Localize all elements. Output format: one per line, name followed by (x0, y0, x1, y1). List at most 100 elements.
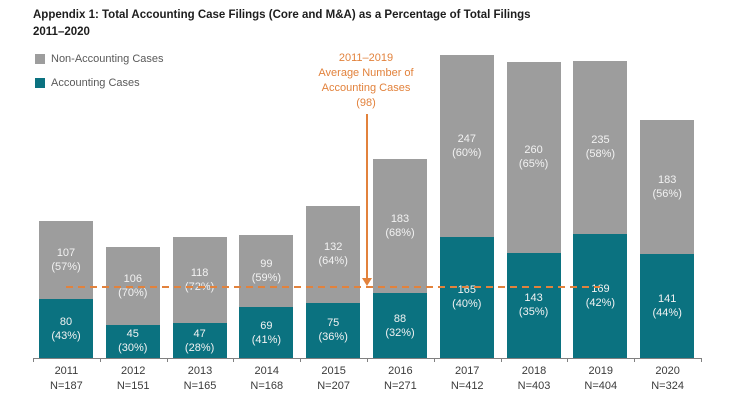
legend-label-non-accounting: Non-Accounting Cases (51, 53, 164, 65)
non-accounting-value-label: 107 (56, 246, 76, 259)
accounting-pct-label: (32%) (385, 326, 415, 339)
non-accounting-value-label: 260 (524, 144, 543, 157)
year-label: 2020 (655, 365, 680, 377)
accounting-segment-2020: 141 (44%) (640, 254, 695, 358)
stacked-bar-2013: 118(72%)47(28%) (172, 236, 227, 358)
non-accounting-pct-label: (57%) (51, 260, 81, 273)
non-accounting-pct-label: (64%) (318, 255, 348, 268)
axis-tick (701, 358, 702, 362)
stacked-bar-2019: 235 (58%) 169 (42%) (573, 61, 628, 358)
axis-tick (500, 358, 502, 362)
accounting-segment-2016: 88 (32%) (373, 293, 427, 358)
stacked-bar-2011: 107 (57%) 80 (43%) (39, 220, 93, 358)
year-label: 2012 (120, 365, 146, 377)
accounting-pct-label: (44%) (652, 307, 682, 320)
accounting-value-label: 80 (59, 315, 73, 328)
non-accounting-value-label: 118 (190, 267, 209, 280)
non-accounting-pct-label: (70%) (118, 286, 148, 299)
accounting-value-label: 141 (658, 293, 677, 306)
accounting-segment-2014: 69 (41%) (239, 307, 294, 358)
accounting-value-label: 169 (591, 282, 610, 295)
x-axis-label-2018: 2018 N=403 (501, 364, 568, 394)
annotation-arrow-head-icon (362, 277, 372, 286)
axis-tick (300, 358, 302, 362)
non-accounting-segment-2015: 132 (64%) (306, 205, 361, 303)
stacked-bar-2015: 132 (64%) 75 (36%) (306, 205, 361, 358)
accounting-segment-2012: 45 (30%) (105, 324, 160, 358)
n-label: N=151 (116, 380, 150, 392)
accounting-pct-label: (35%) (518, 306, 549, 319)
stacked-bar-2017: 247 (60%) 165 (40%) (439, 55, 494, 358)
average-dashed-line (66, 285, 601, 288)
year-label: 2014 (254, 365, 280, 377)
axis-tick (367, 358, 368, 362)
x-axis-label-2019: 2019 N=404 (567, 364, 634, 394)
non-accounting-segment-2017: 247 (60%) (439, 55, 494, 237)
n-label: N=324 (651, 380, 684, 392)
axis-tick (33, 358, 34, 362)
non-accounting-segment-2016: 183 (68%) (373, 158, 427, 294)
accounting-pct-label: (43%) (51, 329, 81, 342)
n-label: N=187 (50, 380, 83, 392)
accounting-value-label: 69 (260, 319, 273, 332)
n-label: N=404 (584, 380, 618, 392)
x-axis-label-2014: 2014 N=168 (233, 364, 300, 394)
year-label: 2018 (521, 365, 547, 377)
stacked-bar-2016: 183 (68%) 88 (32%) (373, 158, 427, 358)
non-accounting-segment-2018: 260 (65%) (506, 61, 561, 253)
accounting-pct-label: (42%) (585, 296, 616, 309)
accounting-value-label: 45 (126, 328, 139, 341)
x-axis-label-2011: 2011 N=187 (33, 364, 100, 394)
n-label: N=207 (317, 380, 350, 392)
accounting-value-label: 75 (327, 317, 340, 330)
accounting-value-label: 88 (393, 312, 407, 325)
accounting-segment-2017: 165 (40%) (439, 236, 494, 358)
annotation-arrow-line (366, 114, 368, 279)
non-accounting-value-label: 183 (658, 174, 677, 187)
legend-item-non-accounting: Non-Accounting Cases (35, 53, 164, 65)
non-accounting-value-label: 247 (457, 132, 476, 145)
legend: Non-Accounting Cases Accounting Cases (35, 53, 164, 101)
non-accounting-value-label: 183 (390, 213, 410, 226)
non-accounting-segment-2019: 235 (58%) (573, 61, 628, 234)
non-accounting-pct-label: (68%) (385, 227, 415, 240)
x-axis-label-2013: 2013 N=165 (167, 364, 234, 394)
year-label: 2017 (454, 365, 480, 377)
year-label: 2019 (588, 365, 614, 377)
accounting-pct-label: (40%) (452, 298, 482, 311)
n-label: N=412 (450, 380, 484, 392)
x-axis-label-2015: 2015 N=207 (300, 364, 367, 394)
stacked-bar-2014: 99 (59%) 69 (41%) (239, 234, 294, 358)
accounting-segment-2013: 47 (28%) (172, 323, 227, 358)
non-accounting-swatch-icon (35, 54, 45, 64)
non-accounting-segment-2014: 99 (59%) (239, 234, 294, 308)
stacked-bar-2020: 183 (56%) 141 (44%) (640, 119, 695, 358)
x-axis-label-2020: 2020 N=324 (634, 364, 701, 394)
accounting-segment-2019: 169 (42%) (573, 233, 628, 358)
non-accounting-value-label: 106 (123, 272, 142, 285)
n-label: N=168 (250, 380, 284, 392)
accounting-value-label: 47 (193, 327, 206, 340)
x-axis-labels: 2011 N=187 2012 N=151 2013 N=165 2014 N=168 2015… (33, 364, 701, 404)
axis-tick (166, 358, 168, 362)
year-label: 2016 (388, 365, 413, 377)
x-axis-label-2012: 2012 N=151 (100, 364, 167, 394)
non-accounting-value-label: 132 (324, 241, 343, 254)
accounting-pct-label: (36%) (318, 331, 348, 344)
accounting-pct-label: (30%) (118, 342, 148, 355)
accounting-value-label: 143 (524, 292, 543, 305)
average-annotation-text: 2011–2019 Average Number of Accounting C… (318, 52, 414, 109)
non-accounting-value-label: 99 (260, 257, 273, 270)
stacked-bar-2018: 260 (65%) 143 (35%) (506, 61, 561, 358)
non-accounting-pct-label: (60%) (452, 146, 482, 159)
legend-label-accounting: Accounting Cases (51, 77, 140, 89)
accounting-segment-2011: 80 (43%) (39, 299, 93, 358)
chart-title: Appendix 1: Total Accounting Case Filing… (33, 7, 693, 41)
plot-area: 107(57%) 80(43%) 106(70%) 45(30%) 118(72%)47… (33, 45, 702, 362)
axis-tick (433, 358, 435, 362)
x-axis-label-2016: 2016 N=271 (367, 364, 434, 394)
year-label: 2013 (187, 365, 213, 377)
accounting-pct-label: (41%) (251, 333, 282, 346)
axis-tick (567, 358, 569, 362)
